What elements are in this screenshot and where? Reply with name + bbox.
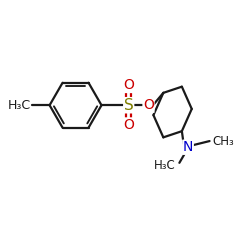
Text: N: N: [183, 140, 193, 154]
Text: CH₃: CH₃: [213, 134, 234, 147]
Text: H₃C: H₃C: [8, 99, 30, 112]
Text: S: S: [124, 98, 134, 113]
Text: O: O: [123, 118, 134, 132]
Text: O: O: [143, 98, 154, 112]
Text: O: O: [123, 78, 134, 92]
Text: H₃C: H₃C: [154, 159, 176, 172]
